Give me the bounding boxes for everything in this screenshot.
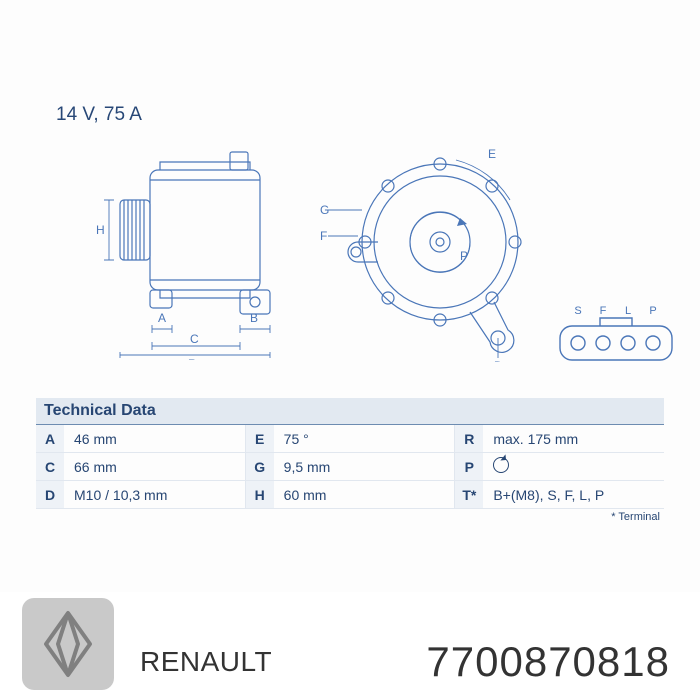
connector-diagram: S F L P bbox=[550, 300, 690, 370]
connector-pin-0: S bbox=[574, 305, 581, 317]
table-row: D M10 / 10,3 mm H 60 mm T* B+(M8), S, F,… bbox=[36, 481, 664, 509]
dim-label-p: P bbox=[460, 249, 468, 263]
key-a: A bbox=[36, 425, 64, 452]
dim-label-f: F bbox=[320, 229, 327, 243]
table-row: A 46 mm E 75 ° R max. 175 mm bbox=[36, 425, 664, 453]
val-r: max. 175 mm bbox=[483, 431, 664, 447]
dim-label-e: E bbox=[488, 147, 496, 161]
val-p bbox=[483, 457, 664, 476]
val-e: 75 ° bbox=[274, 431, 455, 447]
key-d: D bbox=[36, 481, 64, 508]
connector-pin-3: P bbox=[649, 305, 656, 317]
dim-label-d: D bbox=[494, 359, 503, 362]
cell-e: E 75 ° bbox=[246, 425, 456, 453]
key-e: E bbox=[246, 425, 274, 452]
val-t: B+(M8), S, F, L, P bbox=[483, 487, 664, 503]
renault-diamond-icon bbox=[38, 609, 98, 679]
part-number: 7700870818 bbox=[426, 638, 670, 686]
val-c: 66 mm bbox=[64, 459, 245, 475]
alternator-side-view: H A B C R bbox=[90, 130, 290, 360]
key-h: H bbox=[246, 481, 274, 508]
val-g: 9,5 mm bbox=[274, 459, 455, 475]
terminal-footnote: * Terminal bbox=[36, 511, 664, 523]
dim-label-c: C bbox=[190, 332, 199, 346]
cell-t: T* B+(M8), S, F, L, P bbox=[455, 481, 664, 509]
cell-g: G 9,5 mm bbox=[246, 453, 456, 481]
dim-label-a: A bbox=[158, 311, 166, 325]
brand-name: RENAULT bbox=[140, 646, 272, 678]
connector-pin-2: L bbox=[625, 305, 631, 317]
connector-pin-1: F bbox=[600, 305, 607, 317]
cell-c: C 66 mm bbox=[36, 453, 246, 481]
key-r: R bbox=[455, 425, 483, 452]
rotation-icon bbox=[493, 457, 509, 473]
dim-label-h: H bbox=[96, 223, 105, 237]
diagram-area: H A B C R bbox=[40, 120, 660, 380]
val-a: 46 mm bbox=[64, 431, 245, 447]
dim-label-g: G bbox=[320, 203, 329, 217]
dim-label-r: R bbox=[188, 357, 197, 360]
key-c: C bbox=[36, 453, 64, 480]
cell-h: H 60 mm bbox=[246, 481, 456, 509]
key-p: P bbox=[455, 453, 483, 480]
cell-r: R max. 175 mm bbox=[455, 425, 664, 453]
val-h: 60 mm bbox=[274, 487, 455, 503]
val-d: M10 / 10,3 mm bbox=[64, 487, 245, 503]
cell-a: A 46 mm bbox=[36, 425, 246, 453]
dim-label-b: B bbox=[250, 311, 258, 325]
technical-data-header: Technical Data bbox=[36, 398, 664, 425]
key-g: G bbox=[246, 453, 274, 480]
technical-data-section: Technical Data A 46 mm E 75 ° R max. 175… bbox=[36, 398, 664, 523]
cell-d: D M10 / 10,3 mm bbox=[36, 481, 246, 509]
cell-p: P bbox=[455, 453, 664, 481]
brand-logo bbox=[22, 598, 114, 690]
key-t: T* bbox=[455, 481, 483, 508]
table-row: C 66 mm G 9,5 mm P bbox=[36, 453, 664, 481]
footer: RENAULT 7700870818 bbox=[0, 592, 700, 700]
alternator-front-view: E G F P D bbox=[320, 112, 550, 362]
